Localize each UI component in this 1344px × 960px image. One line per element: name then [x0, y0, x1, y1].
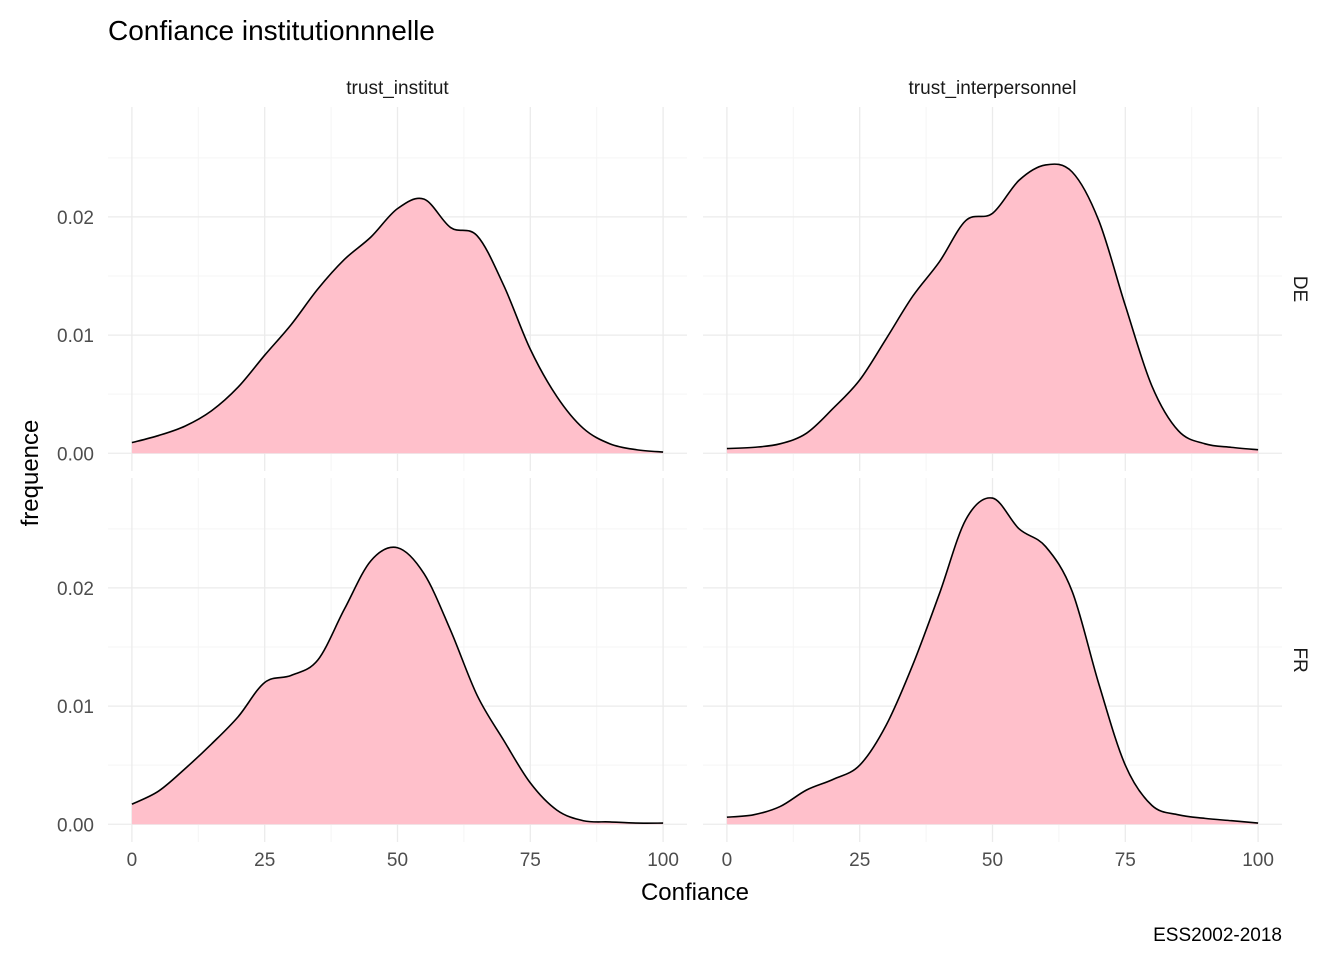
y-tick-label: 0.02 — [57, 579, 94, 600]
y-axis-title: frequence — [17, 420, 44, 527]
strip-label-trust-interpersonnel: trust_interpersonnel — [909, 78, 1077, 99]
y-tick-label: 0.01 — [57, 326, 94, 347]
strip-label-trust-institut: trust_institut — [346, 78, 449, 99]
chart-title: Confiance institutionnnelle — [108, 15, 435, 46]
x-tick-label: 100 — [647, 850, 679, 871]
x-tick-label: 75 — [520, 850, 541, 871]
density-line-de-trust-interpersonnel — [726, 163, 1259, 451]
density-fill-fr-trust-institut — [131, 547, 664, 825]
density-fill-fr-trust-interpersonnel — [726, 497, 1259, 825]
x-tick-label: 0 — [127, 850, 138, 871]
strip-label-fr: FR — [1289, 647, 1310, 672]
x-axis-title: Confiance — [641, 879, 749, 906]
strip-label-de: DE — [1289, 276, 1310, 302]
x-tick-label: 75 — [1115, 850, 1136, 871]
y-tick-label: 0.00 — [57, 444, 94, 465]
density-line-fr-trust-interpersonnel — [726, 497, 1259, 824]
x-tick-label: 50 — [387, 850, 408, 871]
tick-label-layer: 0.00 0.01 0.02 0.00 0.01 0.02 0 25 50 75 100 0 25 50 7… — [57, 208, 1274, 871]
x-tick-label: 25 — [254, 850, 275, 871]
x-tick-label: 50 — [982, 850, 1003, 871]
x-tick-label: 0 — [722, 850, 733, 871]
density-line-fr-trust-institut — [131, 546, 664, 824]
density-area-layer — [131, 163, 1259, 825]
x-tick-label: 100 — [1242, 850, 1274, 871]
density-fill-de-trust-institut — [131, 198, 664, 454]
caption: ESS2002-2018 — [1153, 925, 1282, 946]
y-tick-label: 0.02 — [57, 208, 94, 229]
y-tick-label: 0.01 — [57, 697, 94, 718]
y-tick-label: 0.00 — [57, 815, 94, 836]
density-line-de-trust-institut — [131, 197, 664, 453]
x-tick-label: 25 — [849, 850, 870, 871]
